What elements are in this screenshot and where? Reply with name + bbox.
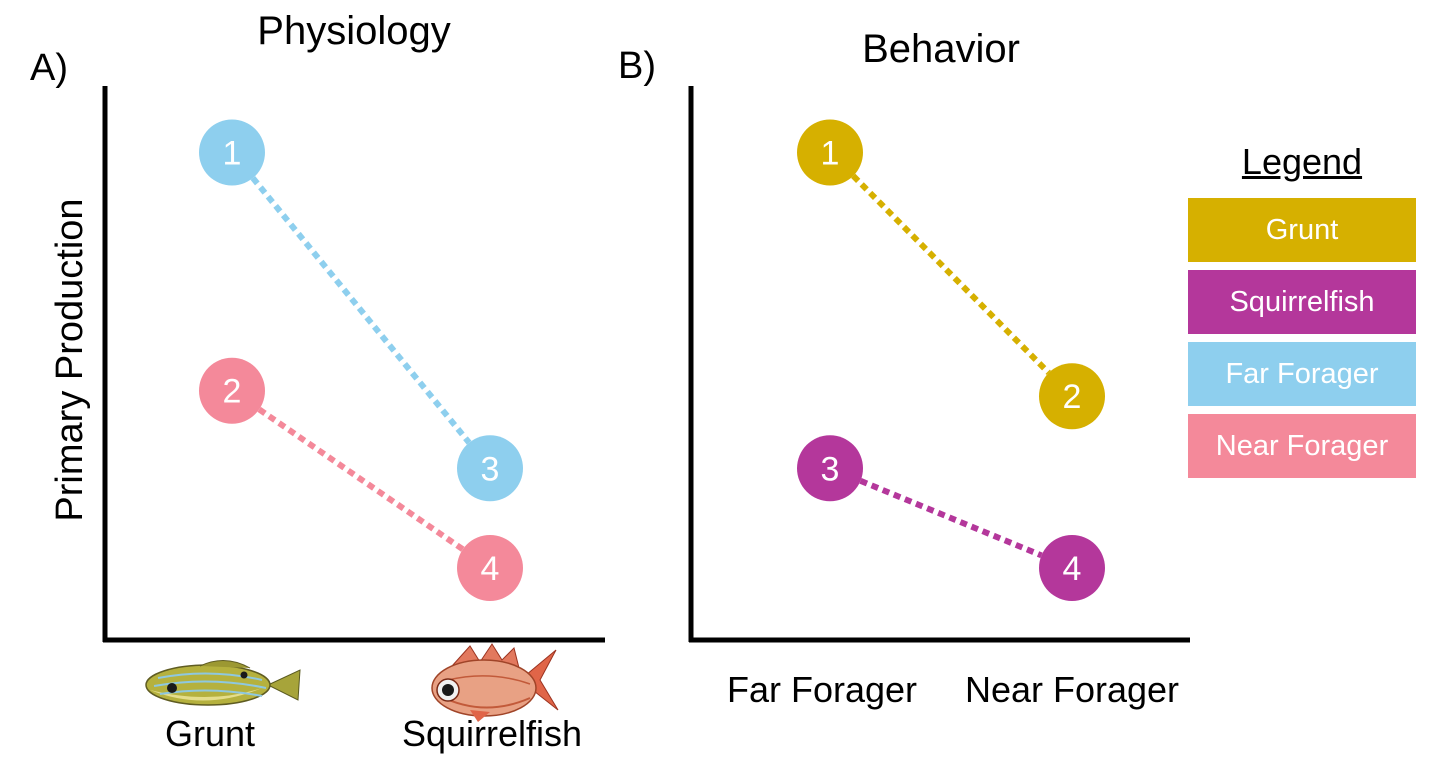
point-label: 3 xyxy=(481,450,500,488)
panel-a-title: Physiology xyxy=(257,9,450,53)
point-marker xyxy=(199,119,265,186)
panel-a-connector-1-3 xyxy=(250,176,472,445)
grunt-fish-icon xyxy=(145,660,301,706)
panel-a-point-2: 2 xyxy=(199,357,265,424)
legend-item-near-forager: Near Forager xyxy=(1188,414,1416,478)
panel-b-point-2: 2 xyxy=(1039,363,1105,430)
panel-a-ylabel: Primary Production xyxy=(49,198,91,521)
point-label: 2 xyxy=(223,373,242,411)
point-label: 4 xyxy=(1063,550,1082,588)
legend: Legend Grunt Squirrelfish Far Forager Ne… xyxy=(1188,140,1416,486)
point-marker xyxy=(797,435,863,502)
point-marker xyxy=(797,119,863,186)
panel-b-point-3: 3 xyxy=(797,435,863,502)
legend-item-grunt: Grunt xyxy=(1188,198,1416,262)
point-label: 4 xyxy=(481,550,500,588)
legend-item-squirrelfish: Squirrelfish xyxy=(1188,270,1416,334)
point-marker xyxy=(199,357,265,424)
x-label-squirrelfish: Squirrelfish xyxy=(402,713,582,754)
panel-a-connector-2-4 xyxy=(257,406,465,552)
panel-a-point-1: 1 xyxy=(199,119,265,186)
panel-a: A) Physiology Primary Production 1 2 3 4 Gr… xyxy=(30,9,605,754)
panel-b-connector-1-2 xyxy=(851,173,1051,375)
x-label-near-forager: Near Forager xyxy=(965,669,1179,710)
x-label-far-forager: Far Forager xyxy=(727,669,917,710)
point-label: 3 xyxy=(821,450,840,488)
legend-title: Legend xyxy=(1241,141,1363,182)
panel-b-point-1: 1 xyxy=(797,119,863,186)
panel-a-point-3: 3 xyxy=(457,435,523,502)
panel-b-connector-3-4 xyxy=(859,478,1043,559)
squirrelfish-icon xyxy=(431,643,559,722)
point-label: 1 xyxy=(223,134,242,172)
point-marker xyxy=(1039,363,1105,430)
point-marker xyxy=(1039,534,1105,601)
panel-b-title: Behavior xyxy=(862,27,1020,71)
panel-a-letter: A) xyxy=(30,47,68,89)
x-label-grunt: Grunt xyxy=(165,713,255,754)
point-label: 1 xyxy=(821,134,840,172)
panel-b-letter: B) xyxy=(618,45,656,87)
point-label: 2 xyxy=(1063,378,1082,416)
panel-a-point-4: 4 xyxy=(457,534,523,601)
panel-b-point-4: 4 xyxy=(1039,534,1105,601)
legend-item-far-forager: Far Forager xyxy=(1188,342,1416,406)
point-marker xyxy=(457,534,523,601)
panel-b: B) Behavior 1 2 3 4 Far Forager Near Forage… xyxy=(618,27,1190,710)
point-marker xyxy=(457,435,523,502)
